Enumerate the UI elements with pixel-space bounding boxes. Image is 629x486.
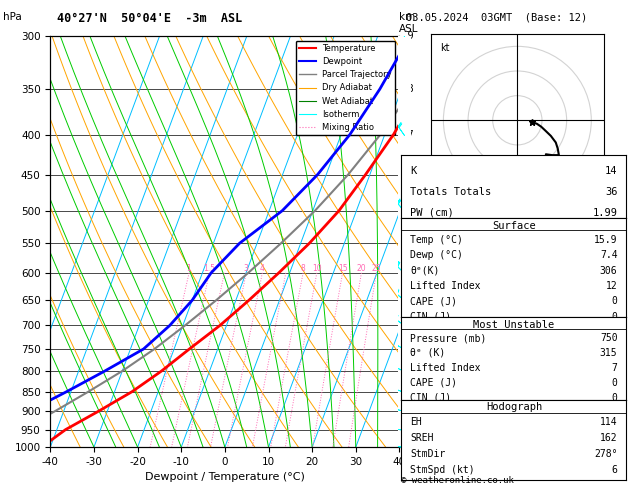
Text: kt: kt bbox=[440, 43, 449, 52]
Text: 3: 3 bbox=[244, 264, 248, 273]
Text: EH: EH bbox=[410, 417, 422, 427]
Text: 20: 20 bbox=[357, 264, 366, 273]
Text: Lifted Index: Lifted Index bbox=[410, 281, 481, 291]
Text: -9: -9 bbox=[404, 32, 415, 41]
Text: CAPE (J): CAPE (J) bbox=[410, 296, 457, 307]
Text: 36: 36 bbox=[605, 187, 618, 197]
Text: Temp (°C): Temp (°C) bbox=[410, 235, 463, 244]
Text: Lifted Index: Lifted Index bbox=[410, 363, 481, 373]
Text: 4: 4 bbox=[260, 264, 265, 273]
Text: -7: -7 bbox=[404, 130, 415, 139]
Text: CAPE (J): CAPE (J) bbox=[410, 378, 457, 388]
Text: hPa: hPa bbox=[3, 12, 22, 22]
Text: 0: 0 bbox=[611, 296, 618, 307]
Text: PW (cm): PW (cm) bbox=[410, 208, 454, 218]
Text: -6: -6 bbox=[404, 206, 415, 216]
Text: CIN (J): CIN (J) bbox=[410, 393, 452, 402]
Text: CIN (J): CIN (J) bbox=[410, 312, 452, 322]
Text: 1.99: 1.99 bbox=[593, 208, 618, 218]
Text: Pressure (mb): Pressure (mb) bbox=[410, 333, 487, 343]
Text: © weatheronline.co.uk: © weatheronline.co.uk bbox=[401, 475, 514, 485]
Text: km: km bbox=[399, 12, 416, 22]
X-axis label: Dewpoint / Temperature (°C): Dewpoint / Temperature (°C) bbox=[145, 472, 305, 483]
Text: 114: 114 bbox=[600, 417, 618, 427]
Text: 306: 306 bbox=[600, 265, 618, 276]
Text: Totals Totals: Totals Totals bbox=[410, 187, 491, 197]
Text: 1.5: 1.5 bbox=[203, 264, 216, 273]
Text: 15: 15 bbox=[338, 264, 347, 273]
Text: 315: 315 bbox=[600, 348, 618, 358]
Text: Hodograph: Hodograph bbox=[486, 402, 542, 413]
Legend: Temperature, Dewpoint, Parcel Trajectory, Dry Adiabat, Wet Adiabat, Isotherm, Mi: Temperature, Dewpoint, Parcel Trajectory… bbox=[296, 41, 395, 135]
Text: K: K bbox=[410, 166, 416, 176]
Text: ASL: ASL bbox=[399, 24, 419, 35]
Text: -5: -5 bbox=[404, 238, 415, 248]
Text: 15.9: 15.9 bbox=[594, 235, 618, 244]
Text: 750: 750 bbox=[600, 333, 618, 343]
Text: -8: -8 bbox=[404, 84, 415, 94]
Text: θᵉ (K): θᵉ (K) bbox=[410, 348, 445, 358]
Text: StmDir: StmDir bbox=[410, 449, 445, 459]
Text: Surface: Surface bbox=[492, 221, 536, 231]
Text: -4: -4 bbox=[404, 268, 415, 278]
Text: 7: 7 bbox=[611, 363, 618, 373]
Text: 40°27'N  50°04'E  -3m  ASL: 40°27'N 50°04'E -3m ASL bbox=[57, 12, 242, 25]
Text: -2: -2 bbox=[404, 366, 415, 376]
Text: SREH: SREH bbox=[410, 433, 434, 443]
Text: 25: 25 bbox=[372, 264, 381, 273]
Text: 162: 162 bbox=[600, 433, 618, 443]
Text: 278°: 278° bbox=[594, 449, 618, 459]
Text: 1: 1 bbox=[187, 264, 191, 273]
Text: 0: 0 bbox=[611, 312, 618, 322]
Text: θᵉ(K): θᵉ(K) bbox=[410, 265, 440, 276]
Text: Most Unstable: Most Unstable bbox=[473, 320, 555, 330]
Text: 7.4: 7.4 bbox=[600, 250, 618, 260]
Text: 03.05.2024  03GMT  (Base: 12): 03.05.2024 03GMT (Base: 12) bbox=[406, 12, 587, 22]
Text: 0: 0 bbox=[611, 393, 618, 402]
Y-axis label: Mixing Ratio (g/kg): Mixing Ratio (g/kg) bbox=[415, 192, 425, 291]
Text: StmSpd (kt): StmSpd (kt) bbox=[410, 465, 475, 475]
Text: 10: 10 bbox=[312, 264, 321, 273]
Text: 14: 14 bbox=[605, 166, 618, 176]
Text: 8: 8 bbox=[301, 264, 306, 273]
Text: 6: 6 bbox=[611, 465, 618, 475]
Text: -1: -1 bbox=[404, 387, 415, 397]
Text: -3: -3 bbox=[404, 320, 415, 330]
Text: 0: 0 bbox=[611, 378, 618, 388]
Text: Dewp (°C): Dewp (°C) bbox=[410, 250, 463, 260]
Text: 12: 12 bbox=[606, 281, 618, 291]
Text: -1LCL: -1LCL bbox=[404, 397, 432, 407]
